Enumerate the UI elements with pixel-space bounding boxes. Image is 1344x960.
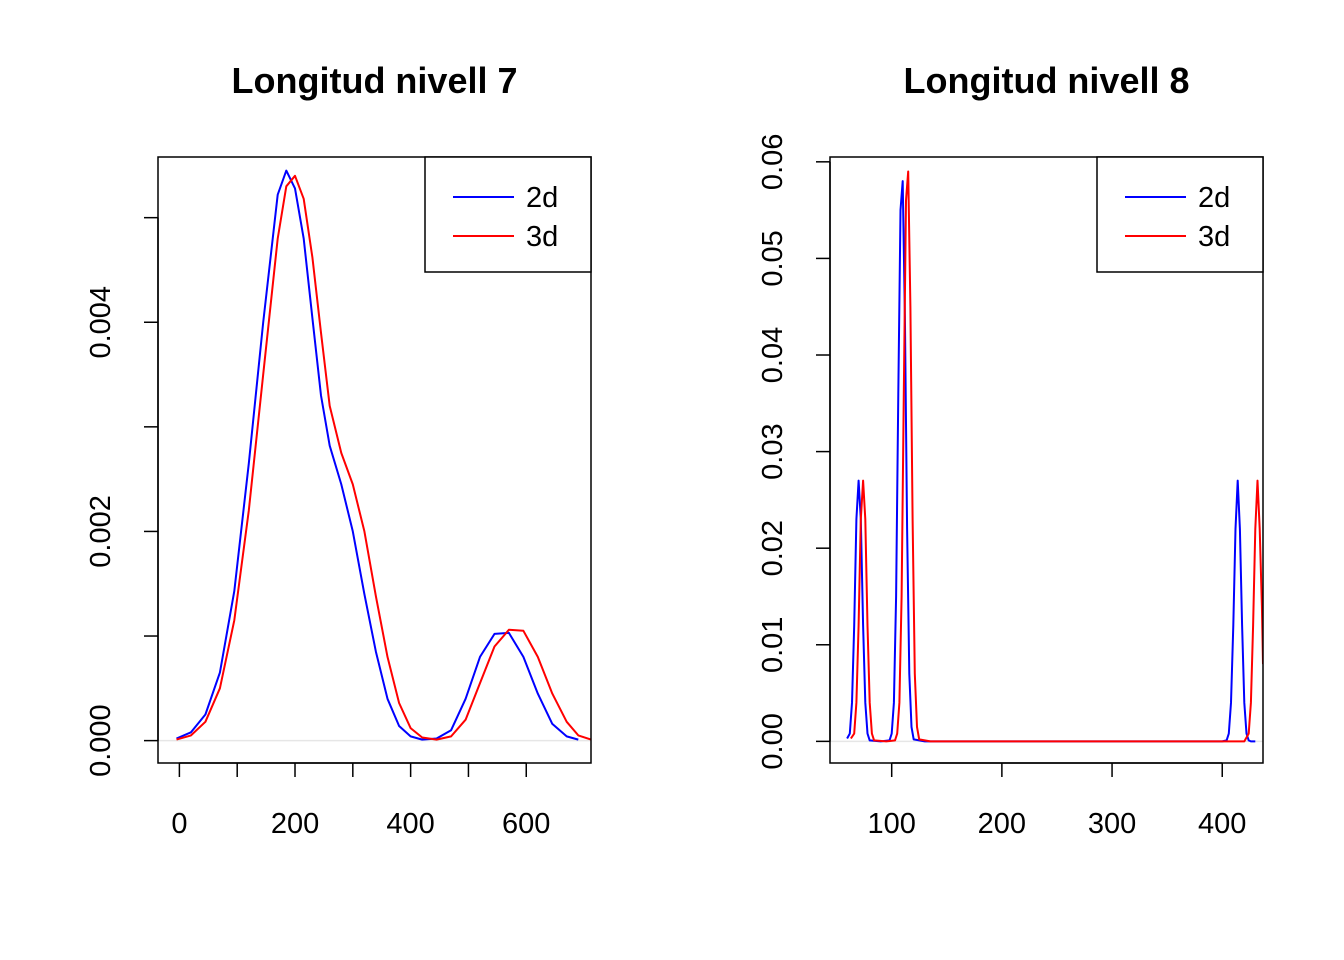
x-tick-label: 400 [1198, 808, 1246, 840]
x-tick-label: 100 [868, 808, 916, 840]
x-tick-label: 0 [171, 808, 187, 840]
y-tick-label: 0.002 [85, 495, 117, 568]
legend-label-2d: 2d [1198, 182, 1230, 214]
legend-box [1096, 156, 1264, 273]
x-tick-label: 200 [978, 808, 1026, 840]
series-line-3d [176, 174, 591, 741]
chart-panel-longitud-nivell-7: Longitud nivell 7 0 200 400 600 0.000 0.002 0.… [85, 60, 592, 840]
x-tick-label: 200 [271, 808, 319, 840]
series-line-2d [846, 180, 1256, 743]
y-tick-label: 0.03 [757, 423, 789, 479]
series-line-3d [850, 170, 1263, 743]
y-tick-label: 0.000 [85, 704, 117, 777]
x-tick-label: 600 [502, 808, 550, 840]
y-tick-label: 0.04 [757, 327, 789, 383]
chart-title: Longitud nivell 7 [232, 60, 518, 101]
y-tick-label: 0.06 [757, 134, 789, 190]
chart-panel-longitud-nivell-8: Longitud nivell 8 100 200 300 400 0.00 0.01 0.… [757, 60, 1264, 840]
chart-title: Longitud nivell 8 [904, 60, 1190, 101]
series-line-2d [176, 169, 579, 741]
x-tick-label: 300 [1088, 808, 1136, 840]
legend-box [424, 156, 592, 273]
y-tick-label: 0.004 [85, 286, 117, 359]
legend-label-2d: 2d [526, 182, 558, 214]
x-tick-label: 400 [386, 808, 434, 840]
y-tick-label: 0.02 [757, 520, 789, 576]
legend-label-3d: 3d [526, 221, 558, 253]
y-tick-label: 0.00 [757, 713, 789, 769]
legend-label-3d: 3d [1198, 221, 1230, 253]
y-tick-label: 0.05 [757, 230, 789, 286]
y-tick-label: 0.01 [757, 617, 789, 673]
